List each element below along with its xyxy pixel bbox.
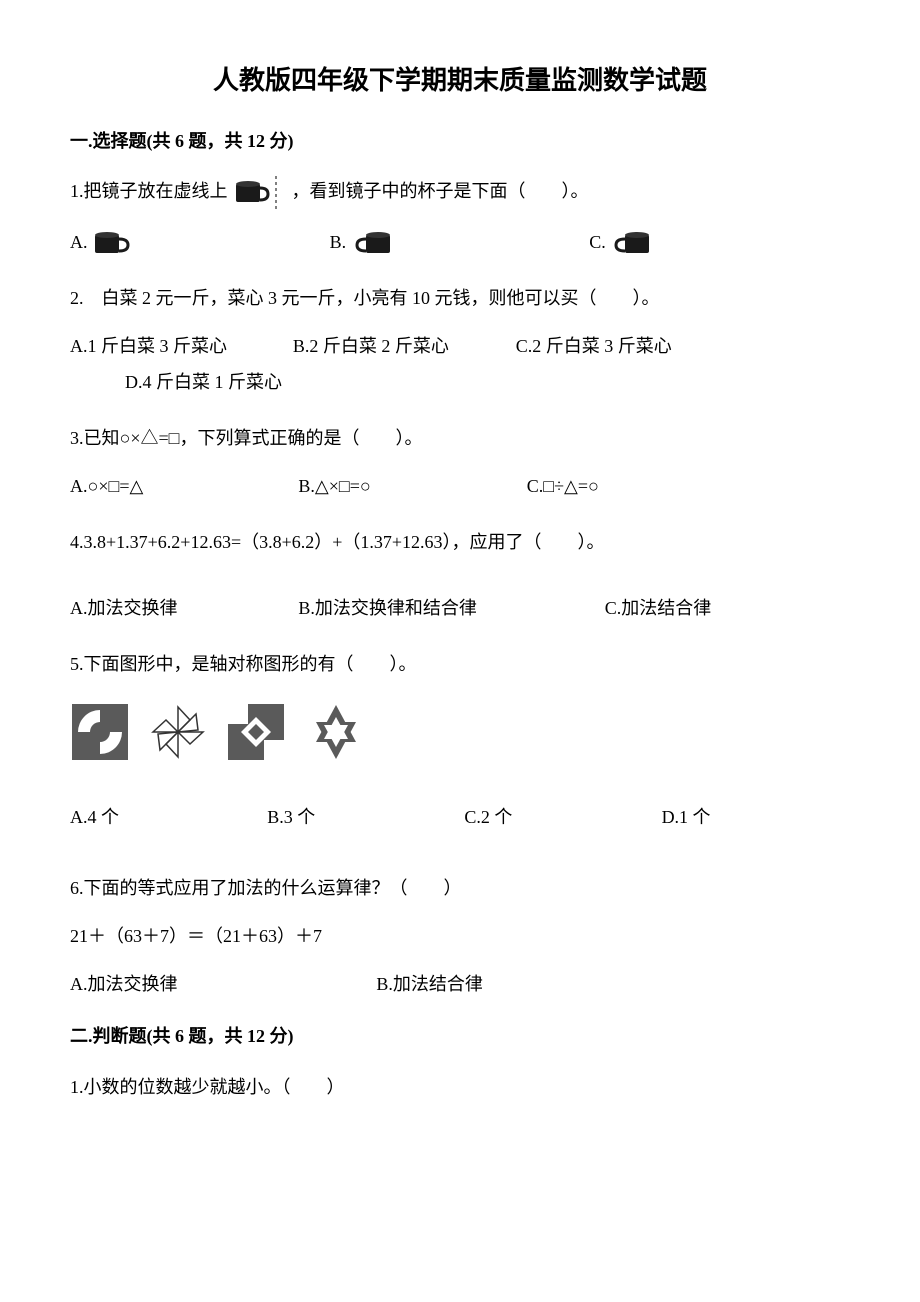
q2-option-b: B.2 斤白菜 2 斤菜心 [293,328,511,364]
mug-handle-left-2-icon [610,229,652,259]
q2-body: 白菜 2 元一斤，菜心 3 元一斤，小亮有 10 元钱，则他可以买（ ）。 [84,288,660,308]
mug-handle-left-icon [351,229,393,259]
shape-star-of-david-icon [304,702,368,774]
q1-a-label: A. [70,232,88,252]
q5-num: 5. [70,654,84,674]
q4-option-a: A.加法交换律 [70,590,288,626]
s2-q1-body: 小数的位数越少就越小。（ ） [84,1077,345,1097]
q3-option-b: B.△×□=○ [298,468,516,504]
q2-option-d: D.4 斤白菜 1 斤菜心 [125,364,850,400]
q5-option-a: A.4 个 [70,799,257,835]
page-title: 人教版四年级下学期期末质量监测数学试题 [70,60,850,102]
shape-s-rotational-icon [70,702,130,774]
question-1: 1.把镜子放在虚线上 ，看到镜子中的杯子是下面（ ）。 A. B. [70,173,850,260]
q1-option-a: A. [70,224,320,260]
q5-option-d: D.1 个 [662,799,711,835]
q5-body: 下面图形中，是轴对称图形的有（ ）。 [84,654,417,674]
q3-option-c: C.□÷△=○ [527,468,599,504]
q4-option-b: B.加法交换律和结合律 [298,590,594,626]
q4-options: A.加法交换律 B.加法交换律和结合律 C.加法结合律 [70,590,850,626]
q3-body: 已知○×△=□，下列算式正确的是（ ）。 [84,428,423,448]
q2-option-a: A.1 斤白菜 3 斤菜心 [70,328,288,364]
q5-shapes [70,702,850,774]
q1-mug-with-mirror-icon [232,174,287,212]
q5-text: 5.下面图形中，是轴对称图形的有（ ）。 [70,646,850,682]
q6-options: A.加法交换律 B.加法结合律 [70,966,850,1002]
s2-question-1: 1.小数的位数越少就越小。（ ） [70,1069,850,1105]
q1-option-b: B. [330,224,580,260]
question-3: 3.已知○×△=□，下列算式正确的是（ ）。 A.○×□=△ B.△×□=○ C… [70,420,850,504]
q5-options: A.4 个 B.3 个 C.2 个 D.1 个 [70,799,850,835]
shape-pinwheel-icon [148,702,208,774]
q3-text: 3.已知○×△=□，下列算式正确的是（ ）。 [70,420,850,456]
q1-num: 1. [70,181,84,201]
q1-b-label: B. [330,232,347,252]
q5-option-c: C.2 个 [464,799,651,835]
q2-num: 2. [70,288,84,308]
q2-options: A.1 斤白菜 3 斤菜心 B.2 斤白菜 2 斤菜心 C.2 斤白菜 3 斤菜… [70,328,850,400]
question-4: 4.3.8+1.37+6.2+12.63=（3.8+6.2）+（1.37+12.… [70,524,850,626]
q4-num: 4. [70,532,84,552]
question-5: 5.下面图形中，是轴对称图形的有（ ）。 [70,646,850,835]
q1-options: A. B. C. [70,224,850,260]
q4-text: 4.3.8+1.37+6.2+12.63=（3.8+6.2）+（1.37+12.… [70,524,850,560]
q1-after: ，看到镜子中的杯子是下面（ ）。 [292,181,589,201]
q4-option-c: C.加法结合律 [605,590,712,626]
shape-checker-arrow-icon [226,702,286,774]
q1-c-label: C. [589,232,606,252]
q6-num: 6. [70,878,84,898]
q5-option-b: B.3 个 [267,799,454,835]
q3-option-a: A.○×□=△ [70,468,288,504]
q6-text: 6.下面的等式应用了加法的什么运算律？（ ） [70,870,850,906]
q1-before: 把镜子放在虚线上 [84,181,228,201]
q2-text: 2. 白菜 2 元一斤，菜心 3 元一斤，小亮有 10 元钱，则他可以买（ ）。 [70,280,850,316]
q6-option-b: B.加法结合律 [376,966,483,1002]
question-6: 6.下面的等式应用了加法的什么运算律？（ ） 21＋（63＋7）＝（21＋63）… [70,870,850,1002]
s2-q1-num: 1. [70,1077,84,1097]
q2-option-c: C.2 斤白菜 3 斤菜心 [516,328,672,364]
q1-option-c: C. [589,224,652,260]
q1-text: 1.把镜子放在虚线上 ，看到镜子中的杯子是下面（ ）。 [70,173,850,212]
q6-equation: 21＋（63＋7）＝（21＋63）＋7 [70,918,850,954]
q4-body: 3.8+1.37+6.2+12.63=（3.8+6.2）+（1.37+12.63… [84,532,605,552]
q3-num: 3. [70,428,84,448]
question-2: 2. 白菜 2 元一斤，菜心 3 元一斤，小亮有 10 元钱，则他可以买（ ）。… [70,280,850,400]
q3-options: A.○×□=△ B.△×□=○ C.□÷△=○ [70,468,850,504]
section-2-header: 二.判断题(共 6 题，共 12 分) [70,1022,850,1051]
mug-handle-right-icon [92,229,134,259]
q6-option-a: A.加法交换律 [70,966,366,1002]
section-1-header: 一.选择题(共 6 题，共 12 分) [70,127,850,156]
q6-body: 下面的等式应用了加法的什么运算律？（ ） [84,878,462,898]
